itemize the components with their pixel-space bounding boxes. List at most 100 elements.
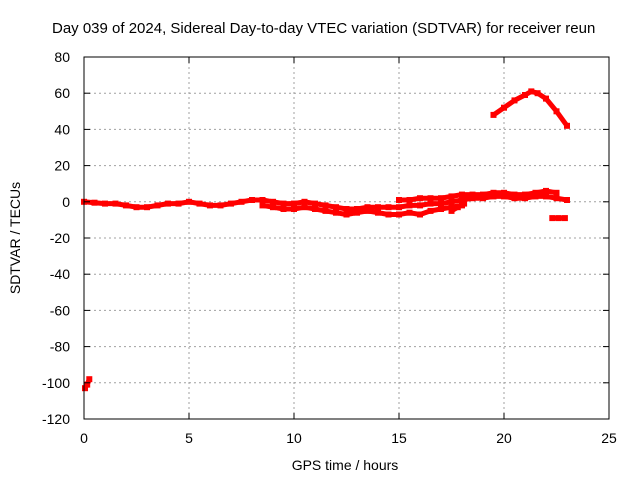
data-point xyxy=(461,200,468,207)
data-point xyxy=(396,211,402,218)
data-point xyxy=(375,204,381,211)
data-point xyxy=(333,204,339,211)
data-point xyxy=(280,206,287,212)
data-point xyxy=(322,202,329,209)
data-point xyxy=(406,209,413,216)
data-point xyxy=(228,200,234,207)
y-tick-label: 40 xyxy=(54,121,70,137)
data-point xyxy=(385,204,392,211)
data-point xyxy=(417,202,423,209)
data-point xyxy=(354,209,360,216)
data-point xyxy=(448,204,455,211)
data-point xyxy=(480,195,486,202)
y-tick-label: 60 xyxy=(54,85,70,101)
x-axis-label: GPS time / hours xyxy=(292,457,399,473)
data-point xyxy=(91,199,98,206)
data-point xyxy=(511,97,518,104)
y-tick-label: -80 xyxy=(50,339,70,355)
data-point xyxy=(165,200,171,207)
data-point xyxy=(364,207,371,214)
data-point xyxy=(217,202,224,209)
data-point xyxy=(490,111,497,118)
x-tick-label: 5 xyxy=(185,430,193,446)
data-point xyxy=(259,197,266,203)
data-point xyxy=(364,204,371,211)
data-point xyxy=(238,198,245,205)
data-points xyxy=(81,88,570,392)
data-point xyxy=(448,193,455,200)
data-point xyxy=(564,122,570,129)
data-point xyxy=(312,206,318,212)
data-point xyxy=(438,195,444,202)
data-point xyxy=(396,204,402,211)
data-point xyxy=(501,104,507,111)
data-point xyxy=(112,200,119,207)
series-main-band-upper xyxy=(399,188,557,203)
data-point xyxy=(534,90,541,97)
x-tick-label: 15 xyxy=(391,430,407,446)
data-point xyxy=(406,197,413,203)
data-point xyxy=(511,191,518,198)
data-point xyxy=(555,215,562,222)
data-point xyxy=(490,193,497,200)
y-axis-label: SDTVAR / TECUs xyxy=(7,182,23,294)
data-point xyxy=(561,215,568,222)
data-point xyxy=(207,202,213,209)
data-point xyxy=(532,189,539,196)
data-point xyxy=(301,198,308,205)
data-point xyxy=(522,92,528,98)
data-point xyxy=(144,204,150,211)
data-point xyxy=(427,207,434,214)
data-point xyxy=(459,197,465,203)
data-point xyxy=(333,209,339,216)
x-tick-label: 10 xyxy=(286,430,302,446)
data-point xyxy=(102,200,108,207)
grid xyxy=(84,57,609,419)
data-point xyxy=(480,191,486,198)
y-tick-label: -40 xyxy=(50,266,70,282)
data-point xyxy=(280,200,287,207)
data-point xyxy=(291,206,297,212)
data-point xyxy=(375,209,381,216)
data-point xyxy=(501,193,507,200)
x-tick-label: 25 xyxy=(601,430,617,446)
data-point xyxy=(82,385,88,392)
data-point xyxy=(301,204,308,211)
data-point xyxy=(553,108,560,115)
data-point xyxy=(438,200,444,207)
data-point xyxy=(406,202,413,209)
data-point xyxy=(511,195,518,202)
data-point xyxy=(312,200,318,207)
data-point xyxy=(270,198,276,205)
data-point xyxy=(259,202,266,209)
data-point xyxy=(528,88,535,95)
data-point xyxy=(532,193,539,200)
data-point xyxy=(354,206,360,212)
y-tick-label: -60 xyxy=(50,302,70,318)
data-point xyxy=(564,197,570,203)
data-point xyxy=(385,211,392,218)
data-point xyxy=(175,200,182,207)
data-point xyxy=(154,202,161,209)
data-point xyxy=(490,189,497,196)
data-point xyxy=(86,376,93,383)
data-point xyxy=(448,207,455,214)
y-tick-label: 0 xyxy=(62,194,70,210)
data-point xyxy=(186,198,192,205)
x-tick-label: 20 xyxy=(496,430,512,446)
data-point xyxy=(469,191,476,198)
data-point xyxy=(123,202,129,209)
data-point xyxy=(543,187,549,194)
y-tick-label: -100 xyxy=(42,375,70,391)
data-point xyxy=(438,206,444,212)
data-point xyxy=(84,381,91,388)
data-point xyxy=(417,211,423,218)
data-point xyxy=(427,200,434,207)
data-point xyxy=(417,195,423,202)
y-tick-label: -20 xyxy=(50,230,70,246)
data-point xyxy=(343,206,350,212)
data-point xyxy=(549,215,556,222)
data-point xyxy=(501,189,507,196)
data-point xyxy=(459,191,465,198)
data-point xyxy=(291,200,297,207)
